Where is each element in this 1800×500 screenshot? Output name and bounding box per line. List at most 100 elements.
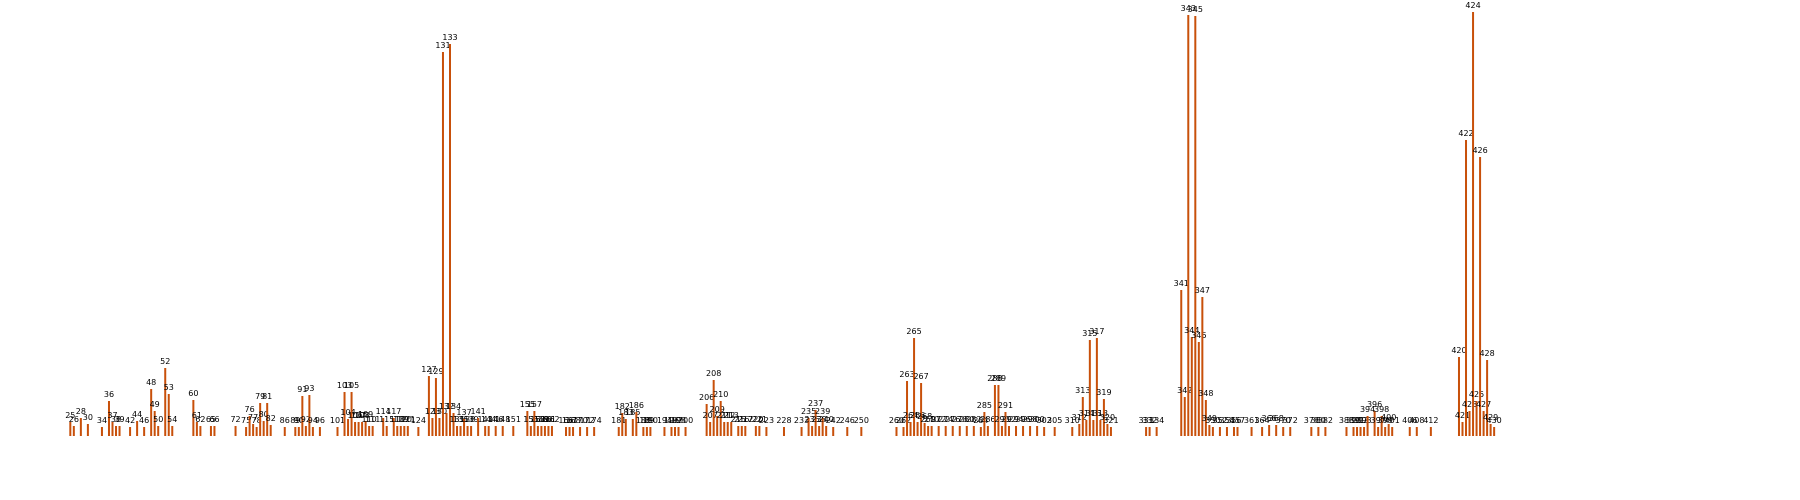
bar-label: 423 [1462,400,1477,409]
bar-label: 315 [1082,329,1097,338]
bar [1457,357,1460,436]
bar [550,426,553,436]
bar [199,426,202,436]
bar [895,427,898,436]
bar-label: 53 [164,383,174,392]
bar-label: 296 [1015,415,1030,424]
bar [266,403,269,436]
bar-label: 236 [804,415,819,424]
bar [1095,338,1098,436]
bar-label: 425 [1469,390,1484,399]
bar-label: 81 [262,392,272,401]
bar [631,419,634,436]
bar-label: 183 [618,408,633,417]
bar [1180,290,1183,436]
bar [255,427,258,436]
bar-label: 61 [192,411,202,420]
bar [1465,140,1468,436]
bar [1479,157,1482,436]
bar-label: 111 [365,415,380,424]
bar [86,424,89,436]
bar-label: 356 [1226,416,1241,425]
bar [209,426,212,436]
bar [674,427,676,436]
bar-label: 298 [1022,415,1037,424]
bar [1475,401,1478,436]
bar [1197,342,1200,436]
bar [1366,416,1369,436]
bar [526,411,529,436]
bar [434,378,437,436]
bar [782,427,785,436]
bar [993,385,996,436]
bar [111,422,114,436]
bar [269,425,272,436]
bar-label: 344 [1184,326,1199,335]
bar [487,426,490,436]
bar [368,426,371,436]
bar [1204,400,1207,436]
bar [677,427,680,436]
bar-label: 38 [111,415,121,424]
bar-label: 82 [266,414,276,423]
bar-label: 238 [812,415,827,424]
bar-label: 118 [390,415,405,424]
bar [1468,411,1471,436]
bar-label: 39 [114,415,124,424]
bar-label: 92 [301,415,311,424]
bar-label: 131 [435,41,450,50]
bar [709,422,712,436]
bar [1004,412,1007,436]
bar-label: 141 [470,407,485,416]
bar-label: 426 [1472,146,1487,155]
bar-label: 127 [421,365,436,374]
bar [807,418,810,436]
bar [427,376,430,436]
bar-label: 391 [1349,416,1364,425]
bar [744,426,747,436]
bar-label: 167 [562,416,577,425]
bar [543,426,546,436]
bar [354,422,357,436]
bar [719,401,722,436]
bar-label: 188 [636,416,651,425]
bar [1015,426,1018,436]
bar [754,426,757,436]
bar-label: 72 [230,415,240,424]
bar-label: 172 [579,416,594,425]
bar [157,426,160,436]
bar [814,410,817,436]
bar [1218,427,1221,436]
bar [311,427,314,436]
bar-label: 108 [354,411,369,420]
bar [456,426,459,436]
bar [171,426,174,436]
bar [512,426,515,436]
bar-label: 124 [411,416,426,425]
bar-label: 44 [132,410,142,419]
bar-label: 342 [1177,386,1192,395]
bar-label: 221 [752,415,767,424]
bar-label: 268 [917,412,932,421]
bar [1250,427,1253,436]
bar [1078,424,1081,436]
bar [484,426,487,436]
bar [983,412,986,436]
bar [452,413,455,436]
bar-label: 361 [1244,416,1259,425]
bar [79,418,82,436]
bar-label: 424 [1465,1,1480,10]
bar-label: 272 [931,415,946,424]
bar-label: 136 [453,415,468,424]
bar-label: 101 [330,416,345,425]
bar [294,427,297,436]
bar-label: 182 [615,402,630,411]
bar [1036,426,1039,436]
bar-label: 331 [1138,416,1153,425]
bar-label: 207 [703,411,718,420]
bar-label: 401 [1385,416,1400,425]
bar [547,426,550,436]
bar [1183,397,1186,436]
bar-label: 103 [337,381,352,390]
bar [579,427,582,436]
